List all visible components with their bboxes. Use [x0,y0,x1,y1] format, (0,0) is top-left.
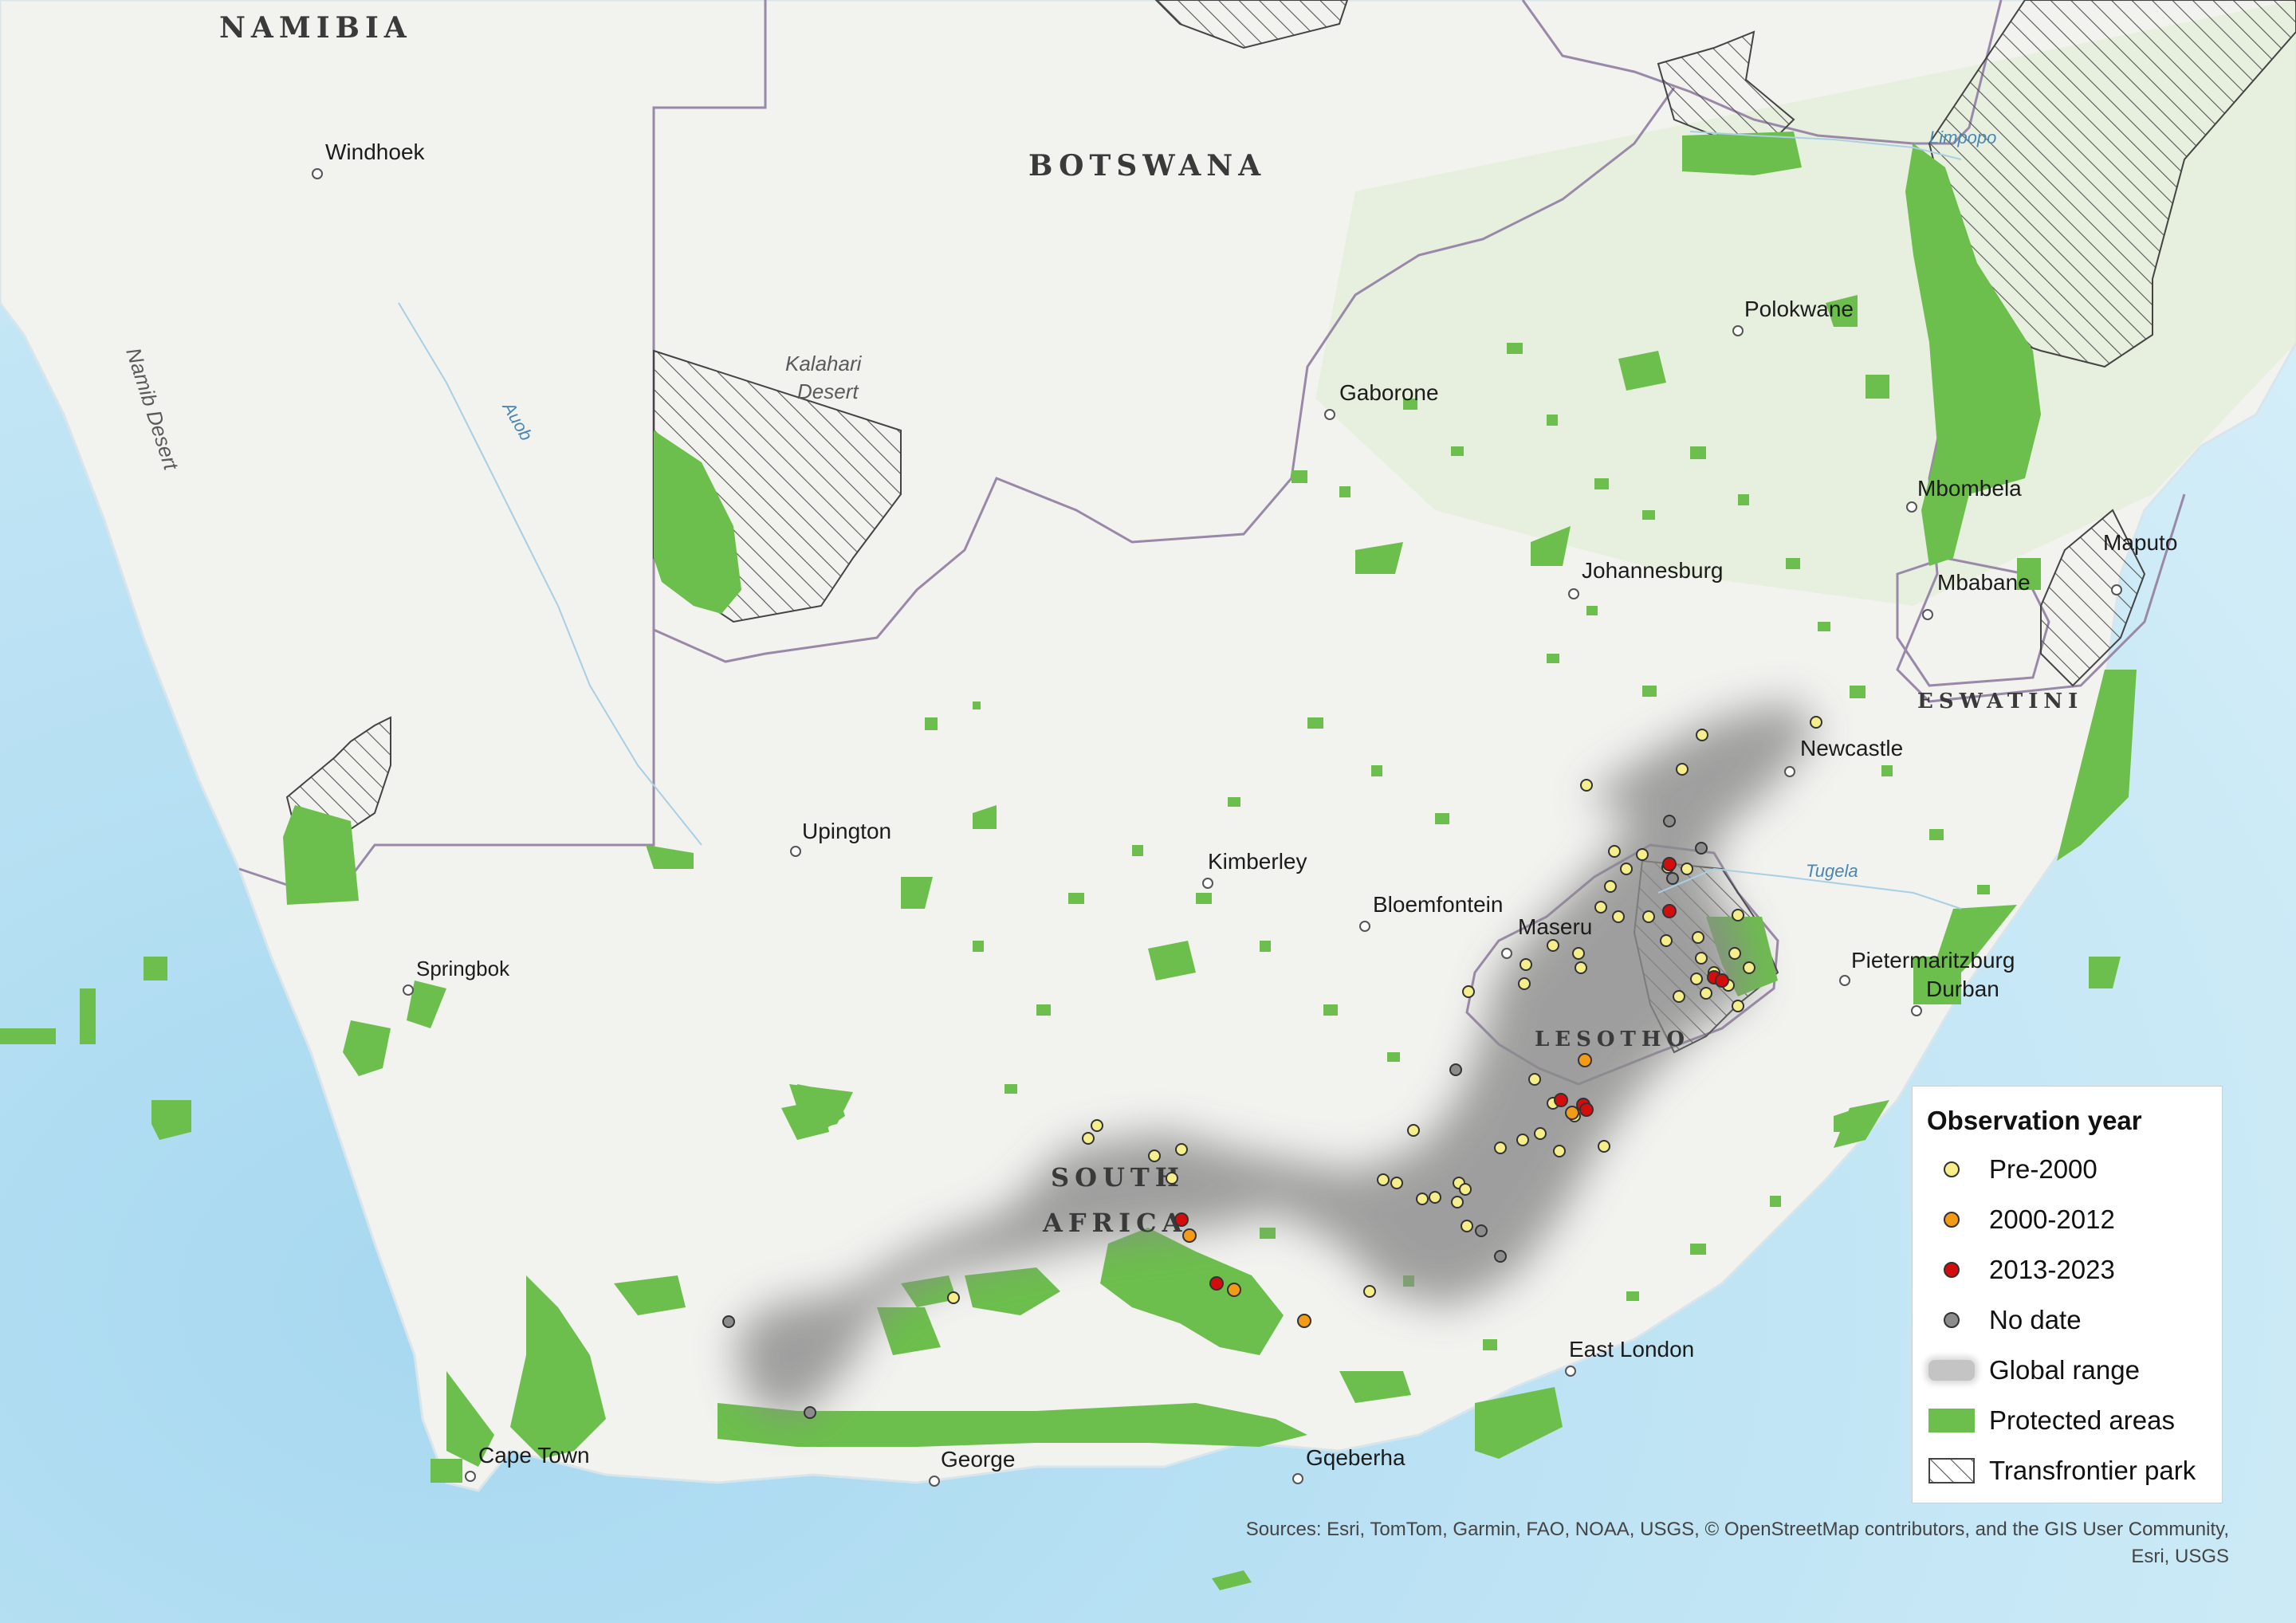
city-label-polokwane: Polokwane [1744,297,1854,321]
city-label-johannesburg: Johannesburg [1582,558,1723,583]
city-label-maputo: Maputo [2103,530,2177,555]
legend-label: Protected areas [1989,1405,2175,1435]
country-label-africa: AFRICA [1042,1208,1187,1238]
observations-2013-2023 [1174,857,1729,1291]
country-label-eswatini: ESWATINI [1917,690,2083,713]
city-label-bloemfontein: Bloemfontein [1373,892,1503,917]
legend-label: 2000-2012 [1989,1204,2115,1234]
city-label-gaborone: Gaborone [1339,380,1439,405]
legend-item-global-range: Global range [1927,1345,2222,1395]
legend-swatch-global-range [1928,1359,1975,1381]
map-attribution: Sources: Esri, TomTom, Garmin, FAO, NOAA… [1033,1516,2229,1570]
legend-item-pre-2000: Pre-2000 [1927,1144,2222,1194]
city-label-george: George [941,1447,1015,1472]
kalahari-desert-label-2: Desert [797,379,859,403]
global-range [733,701,1818,1419]
legend-item-no-date: No date [1927,1295,2222,1345]
city-label-kimberley: Kimberley [1208,849,1307,874]
kalahari-desert-label-1: Kalahari [785,352,863,375]
country-label-lesotho: LESOTHO [1535,1028,1690,1051]
city-label-mbombela: Mbombela [1917,476,2022,501]
river-label-tugela: Tugela [1806,861,1858,881]
legend-item-2000-2012: 2000-2012 [1927,1194,2222,1244]
attribution-line-1: Sources: Esri, TomTom, Garmin, FAO, NOAA… [1245,1519,2229,1540]
city-label-cape-town: Cape Town [478,1443,590,1468]
legend-label: Pre-2000 [1989,1153,2097,1184]
city-label-pietermaritzburg: Pietermaritzburg [1851,948,2015,973]
map-legend: Observation year Pre-2000 2000-2012 2013… [1912,1086,2223,1503]
legend-dot-2000-2012 [1944,1211,1960,1228]
observations-2000-2012 [1182,1053,1592,1328]
rivers [398,131,1962,910]
city-label-durban: Durban [1926,977,1999,1001]
legend-dot-2013-2023 [1944,1261,1960,1278]
legend-label: 2013-2023 [1989,1254,2115,1284]
city-label-upington: Upington [802,819,891,843]
country-label-botswana: BOTSWANA [1028,149,1266,183]
legend-item-protected-areas: Protected areas [1927,1395,2222,1445]
city-label-windhoek: Windhoek [325,140,426,164]
river-label-limpopo: Limpopo [1929,128,1996,147]
legend-label: Transfrontier park [1989,1455,2196,1485]
legend-swatch-protected-areas [1928,1408,1975,1432]
legend-item-transfrontier-park: Transfrontier park [1927,1445,2222,1495]
protected-areas [0,132,2137,1590]
observations-no-date [722,815,1708,1419]
country-label-namibia: NAMIBIA [219,11,412,45]
city-label-maseru: Maseru [1518,914,1592,939]
city-label-newcastle: Newcastle [1800,736,1903,760]
city-label-mbabane: Mbabane [1937,570,2031,595]
country-label-south: SOUTH [1051,1162,1185,1193]
city-markers [312,168,2122,1487]
attribution-line-2: Esri, USGS [2131,1546,2229,1567]
city-label-east-london: East London [1569,1337,1694,1362]
city-label-gqeberha: Gqeberha [1306,1445,1406,1470]
city-label-springbok: Springbok [416,957,510,980]
legend-item-2013-2023: 2013-2023 [1927,1244,2222,1295]
legend-label: No date [1989,1304,2082,1334]
legend-swatch-transfrontier-park [1928,1457,1975,1483]
legend-dot-no-date [1944,1311,1960,1328]
legend-dot-pre-2000 [1944,1161,1960,1177]
legend-title: Observation year [1927,1106,2142,1135]
legend-label: Global range [1989,1354,2140,1385]
